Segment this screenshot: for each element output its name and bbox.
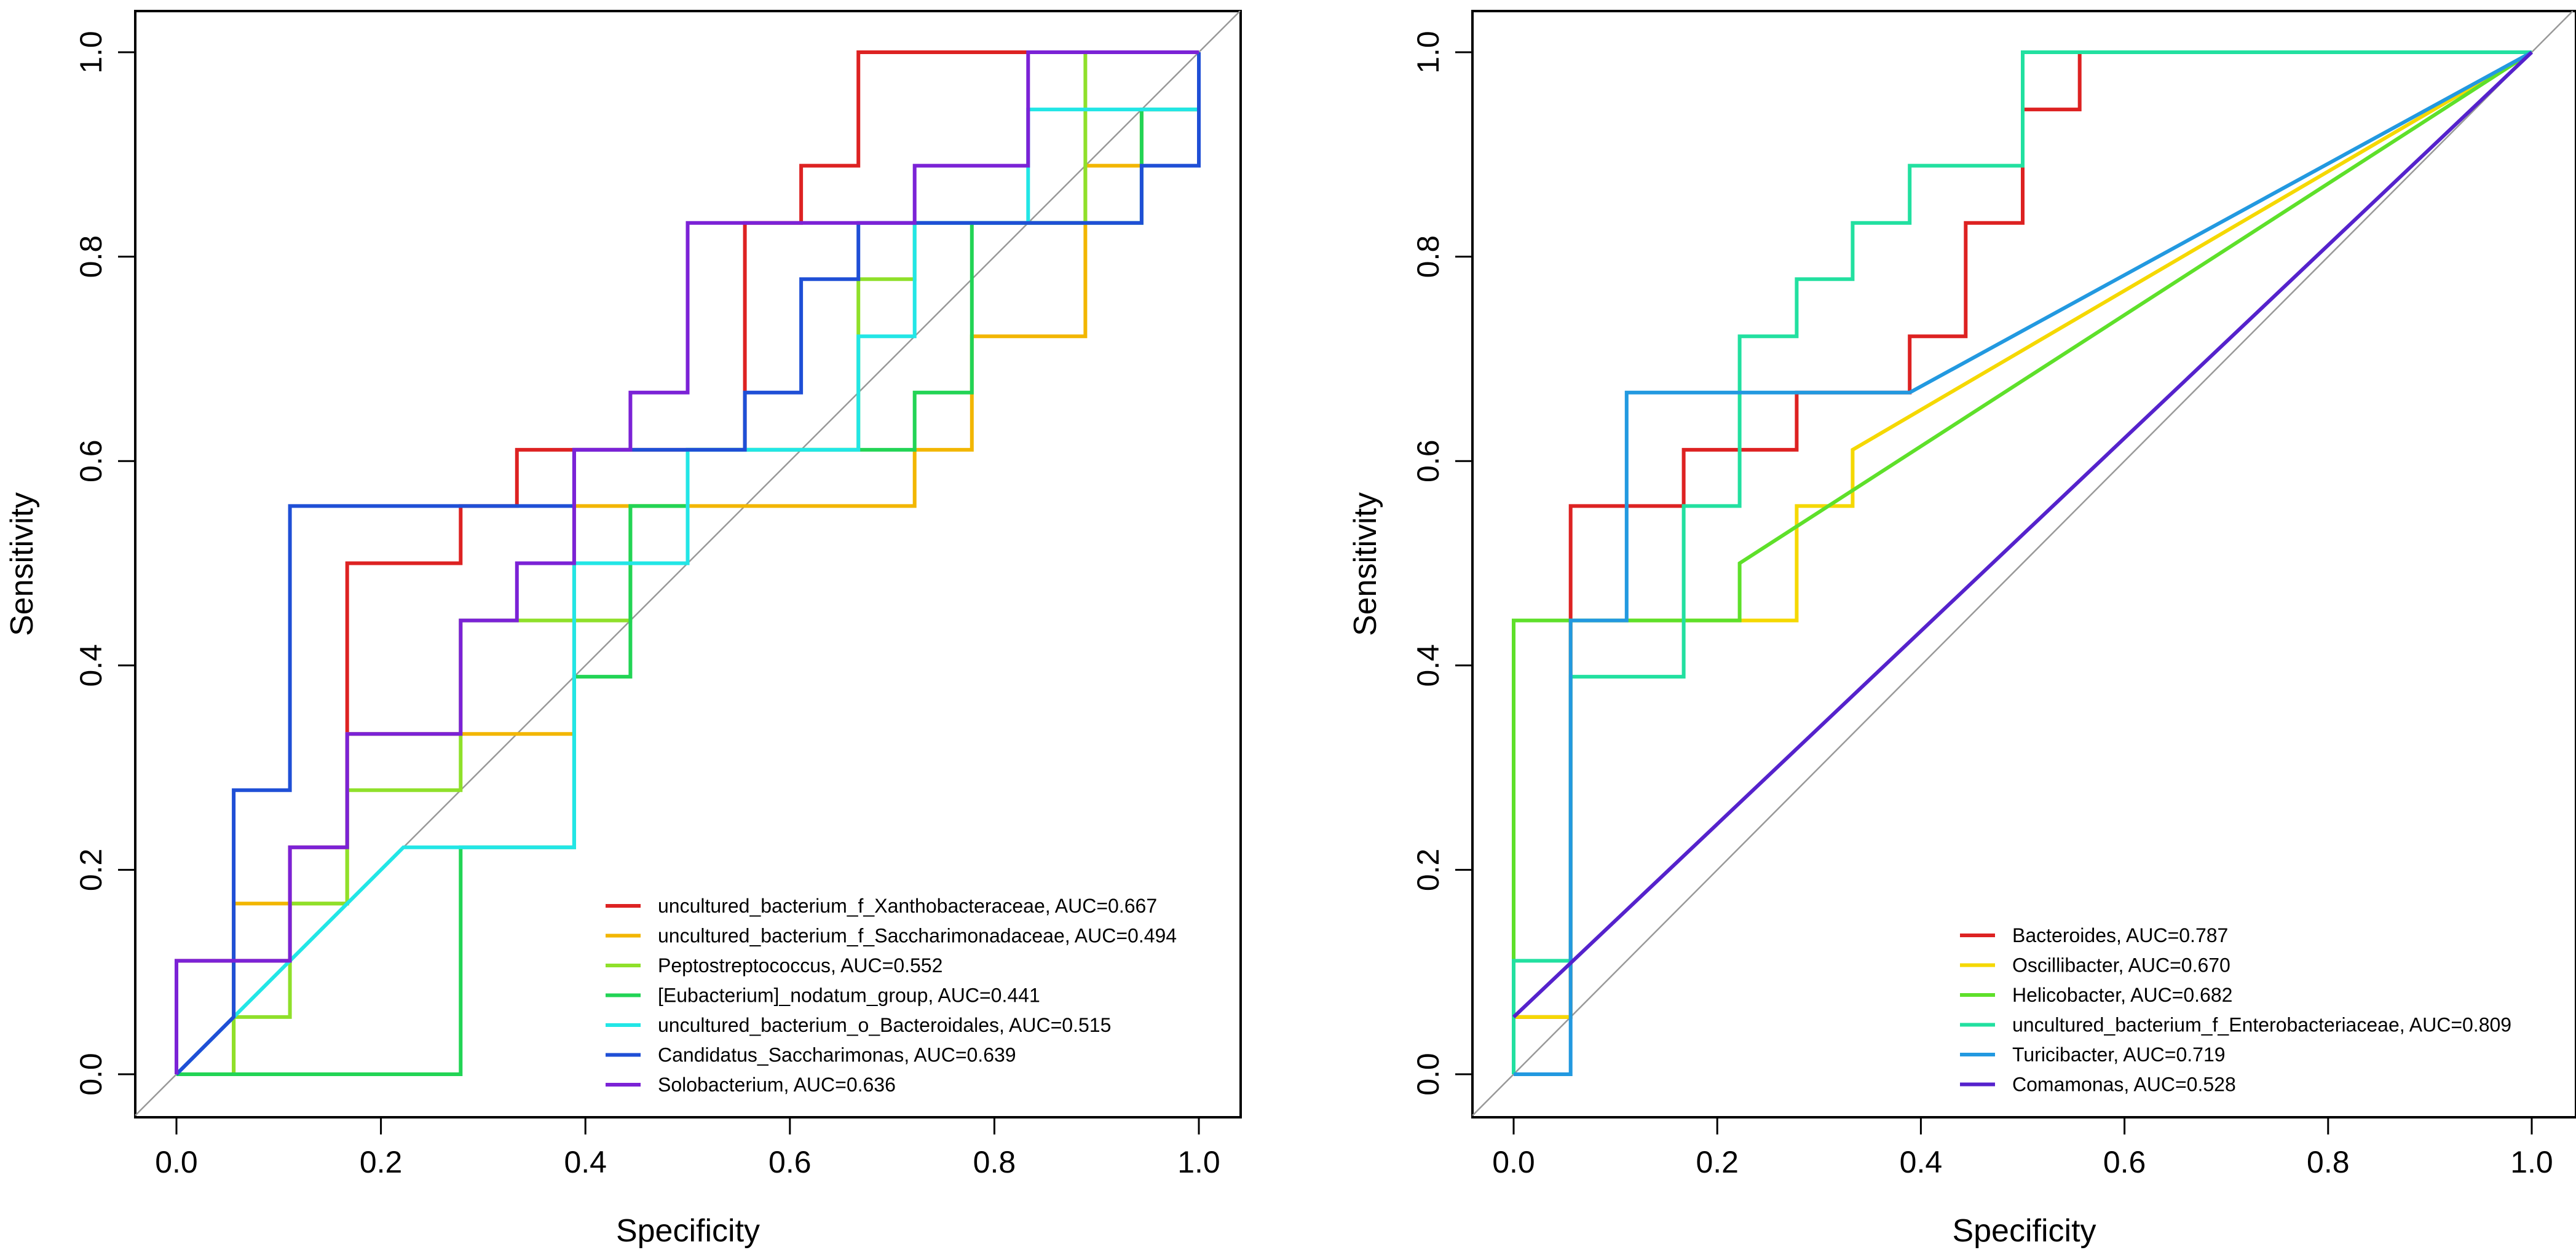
legend-label: Comamonas, AUC=0.528 [2012,1074,2236,1096]
x-tick-label: 0.8 [973,1145,1016,1179]
x-axis-label: Specificity [616,1213,760,1249]
y-tick-label: 0.0 [1411,1053,1445,1096]
x-tick-label: 0.4 [1900,1145,1943,1179]
x-tick-label: 0.0 [1492,1145,1535,1179]
y-tick-label: 1.0 [1411,31,1445,74]
x-axis-label: Specificity [1952,1213,2096,1249]
legend-label: Helicobacter, AUC=0.682 [2012,984,2232,1006]
legend-label: Turicibacter, AUC=0.719 [2012,1044,2226,1066]
y-tick-label: 0.8 [74,235,108,278]
plot-frame [1471,10,2576,1118]
x-tick-label: 0.4 [564,1145,607,1179]
legend: Bacteroides, AUC=0.787 Oscillibacter, AUC… [1960,924,2511,1096]
y-tick-label: 0.4 [1411,644,1445,687]
y-tick-label: 0.6 [1411,439,1445,482]
legend-label: Oscillibacter, AUC=0.670 [2012,954,2230,977]
y-axis-label: Sensitivity [1348,492,1383,636]
roc-curve-candidatus-saccharimonas [175,52,1201,1076]
y-tick-label: 0.6 [74,439,108,482]
x-tick-label: 0.6 [2103,1145,2146,1179]
y-tick-label: 0.2 [74,849,108,892]
y-axis-label: Sensitivity [4,492,40,636]
legend-label: uncultured_bacterium_f_Xanthobacteraceae… [658,895,1157,917]
legend: uncultured_bacterium_f_Xanthobacteraceae… [606,895,1177,1096]
x-tick-label: 0.6 [768,1145,812,1179]
x-tick-label: 0.8 [2307,1145,2350,1179]
x-tick-label: 0.2 [1696,1145,1739,1179]
legend-label: Solobacterium, AUC=0.636 [658,1074,896,1096]
y-tick-label: 0.4 [74,644,108,687]
x-tick-label: 0.0 [155,1145,198,1179]
x-tick-label: 1.0 [2510,1145,2553,1179]
legend-label: uncultured_bacterium_f_Saccharimonadacea… [658,925,1177,947]
legend-label: uncultured_bacterium_f_Enterobacteriacea… [2012,1014,2511,1036]
roc-curve-solobacterium [175,50,1199,1074]
y-tick-label: 0.2 [1411,849,1445,892]
roc-panel-1: 0.0 0.2 0.4 0.6 0.8 1.0 0.0 0.2 0.4 0.6 0.8 1.0 Spec… [4,10,1242,1249]
x-tick-label: 0.2 [360,1145,403,1179]
y-tick-label: 0.0 [74,1053,108,1096]
plot-frame [134,10,1242,1118]
roc-panel-2: 0.0 0.2 0.4 0.6 0.8 1.0 0.0 0.2 0.4 0.6 0.8 1.0 Spec… [1348,10,2576,1249]
roc-curve-oscillibacter [1512,50,2533,1074]
roc-curve-comamonas [1512,50,2534,1019]
legend-label: [Eubacterium]_nodatum_group, AUC=0.441 [658,985,1040,1007]
legend-label: Bacteroides, AUC=0.787 [2012,924,2228,946]
roc-curve-helicobacter [1512,50,2533,1074]
legend-label: Candidatus_Saccharimonas, AUC=0.639 [658,1044,1016,1066]
x-tick-label: 1.0 [1177,1145,1220,1179]
roc-curve-turicibacter [1514,50,2533,1076]
legend-label: uncultured_bacterium_o_Bacteroidales, AU… [658,1014,1111,1036]
y-tick-label: 0.8 [1411,235,1445,278]
reference-diagonal [1472,10,2574,1117]
y-tick-label: 1.0 [74,31,108,74]
legend-label: Peptostreptococcus, AUC=0.552 [658,954,942,977]
